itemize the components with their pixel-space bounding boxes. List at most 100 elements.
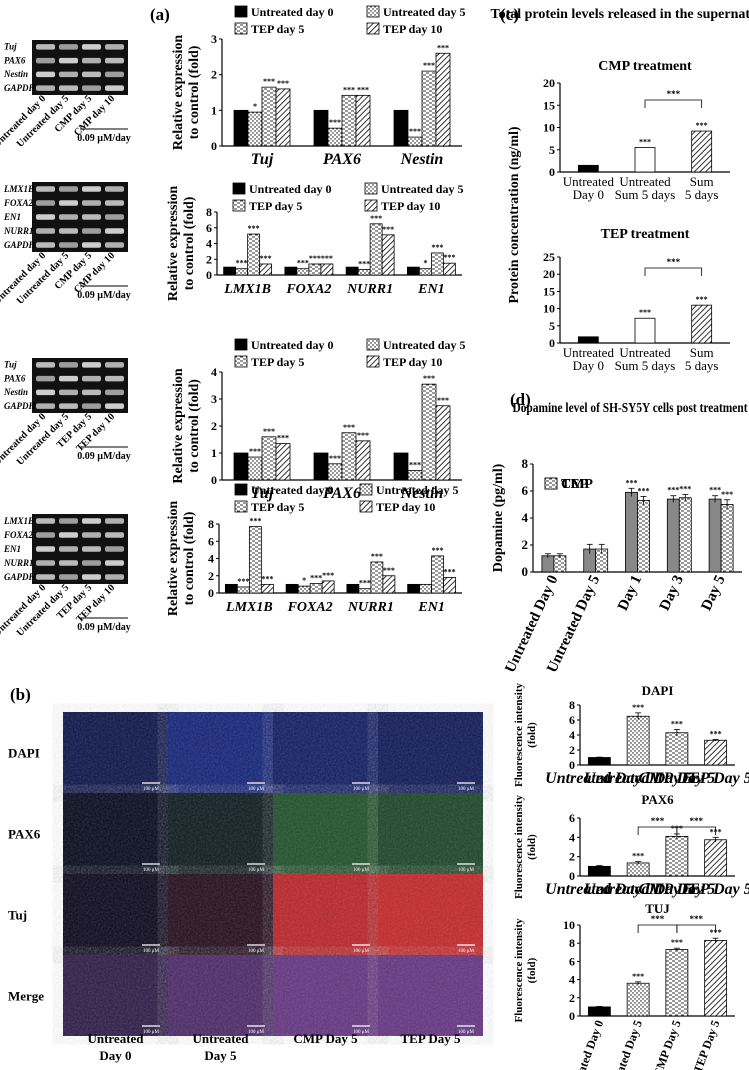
bracket-label: ***	[651, 816, 665, 826]
y-axis-label-line: to control (fold)	[182, 511, 197, 605]
bar	[678, 497, 692, 573]
y-tick-label: 2	[211, 68, 217, 82]
legend-swatch	[232, 182, 246, 195]
gene-label: Nestin	[3, 387, 28, 397]
y-tick-label: 8	[208, 517, 214, 531]
gel-band	[82, 546, 101, 552]
bar	[313, 109, 329, 147]
bar	[626, 715, 650, 766]
bar	[355, 440, 371, 481]
bar	[309, 583, 323, 594]
bar	[285, 583, 299, 594]
bar	[708, 498, 722, 573]
gel-band	[59, 403, 78, 409]
legend-label: Untreated day 0	[251, 338, 333, 352]
category-label: TEP Day 5	[679, 881, 749, 898]
bar	[666, 498, 680, 573]
gel-band	[36, 403, 55, 409]
significance-mark: ***	[710, 730, 722, 739]
significance-mark: ***	[423, 374, 435, 383]
micrograph-texture	[378, 712, 483, 793]
category-label: Tuj	[251, 151, 274, 168]
bar	[587, 1006, 611, 1017]
significance-mark: ***	[236, 259, 248, 268]
category-label: Untreated Sum 5 days	[615, 345, 676, 373]
category-label: NURR1	[346, 282, 393, 297]
gel-band	[59, 375, 78, 382]
micrograph-column-label: TEP Day 5	[401, 1031, 461, 1046]
gene-label: LMX1B	[3, 516, 34, 526]
significance-mark: ***	[709, 486, 721, 495]
significance-mark: ***	[343, 423, 355, 432]
bar	[553, 555, 567, 573]
bar	[247, 456, 263, 481]
y-tick-label: 10	[543, 121, 555, 135]
scale-bar-label: 100 μM	[143, 868, 159, 873]
legend-swatch	[359, 483, 373, 496]
significance-bracket	[676, 826, 717, 835]
gel-band	[82, 44, 101, 50]
bar	[587, 757, 611, 766]
category-label-line: Sum 5 days	[615, 187, 676, 202]
gene-label: GAPDH	[4, 240, 36, 250]
bar	[421, 383, 437, 481]
y-tick-label: 4	[211, 365, 217, 379]
category-label-line: Sum	[690, 174, 714, 189]
gene-label: FOXA2	[3, 530, 34, 540]
bar	[233, 452, 249, 481]
gel-band	[82, 200, 101, 206]
category-label: Day 1	[615, 573, 645, 613]
y-tick-label: 6	[569, 954, 575, 968]
category-label: LMX1B	[223, 282, 271, 297]
significance-mark: ***	[382, 225, 394, 234]
y-tick-label: 2	[569, 743, 575, 757]
bar	[691, 130, 713, 173]
category-label-line: 5 days	[685, 358, 719, 373]
gel-band	[59, 574, 78, 580]
gel-band	[105, 228, 124, 234]
category-label: Day 3	[657, 573, 687, 613]
dose-label: 0.09 µM/day	[77, 290, 131, 301]
category-label-line: Sum 5 days	[615, 358, 676, 373]
y-tick-label: 0	[549, 336, 555, 350]
gel-band	[59, 214, 78, 220]
legend-swatch	[234, 355, 248, 368]
y-axis-label: Relative expressionto control (fold)	[166, 501, 197, 616]
gel-band	[36, 44, 55, 50]
significance-mark: ***	[671, 719, 683, 728]
bar	[275, 443, 291, 481]
gel-band	[105, 242, 124, 248]
gel-band	[59, 85, 78, 91]
significance-mark: ***	[370, 214, 382, 223]
gel-band	[36, 362, 55, 368]
y-axis-label-line: (fold)	[526, 957, 538, 983]
y-axis-label-line: Fluorescence intensity	[513, 795, 525, 899]
scale-bar-label: 100 μM	[143, 1030, 159, 1035]
dose-label: 0.09 µM/day	[77, 622, 131, 633]
significance-bracket	[637, 924, 678, 933]
y-tick-label: 6	[522, 483, 529, 498]
bar	[577, 164, 599, 173]
category-label-line: Untreated	[563, 345, 615, 360]
significance-mark: ***	[632, 972, 644, 981]
significance-mark: ***	[632, 703, 644, 712]
gene-label: FOXA2	[3, 198, 34, 208]
legend-swatch	[234, 338, 248, 351]
y-tick-label: 4	[569, 728, 575, 742]
gel-band	[36, 228, 55, 234]
significance-bracket	[644, 99, 703, 108]
bar	[381, 234, 395, 276]
gene-label: Tuj	[4, 42, 17, 52]
legend-swatch	[366, 355, 380, 368]
significance-mark: ***	[248, 224, 260, 233]
micrograph-grid: DAPI 100 μM 100 μM 100 μM 100 μM PAX6 100 μM 10…	[8, 712, 483, 1063]
y-axis-label-line: Fluorescence intensity	[513, 683, 525, 787]
legend-label: TEP day 5	[249, 199, 302, 213]
